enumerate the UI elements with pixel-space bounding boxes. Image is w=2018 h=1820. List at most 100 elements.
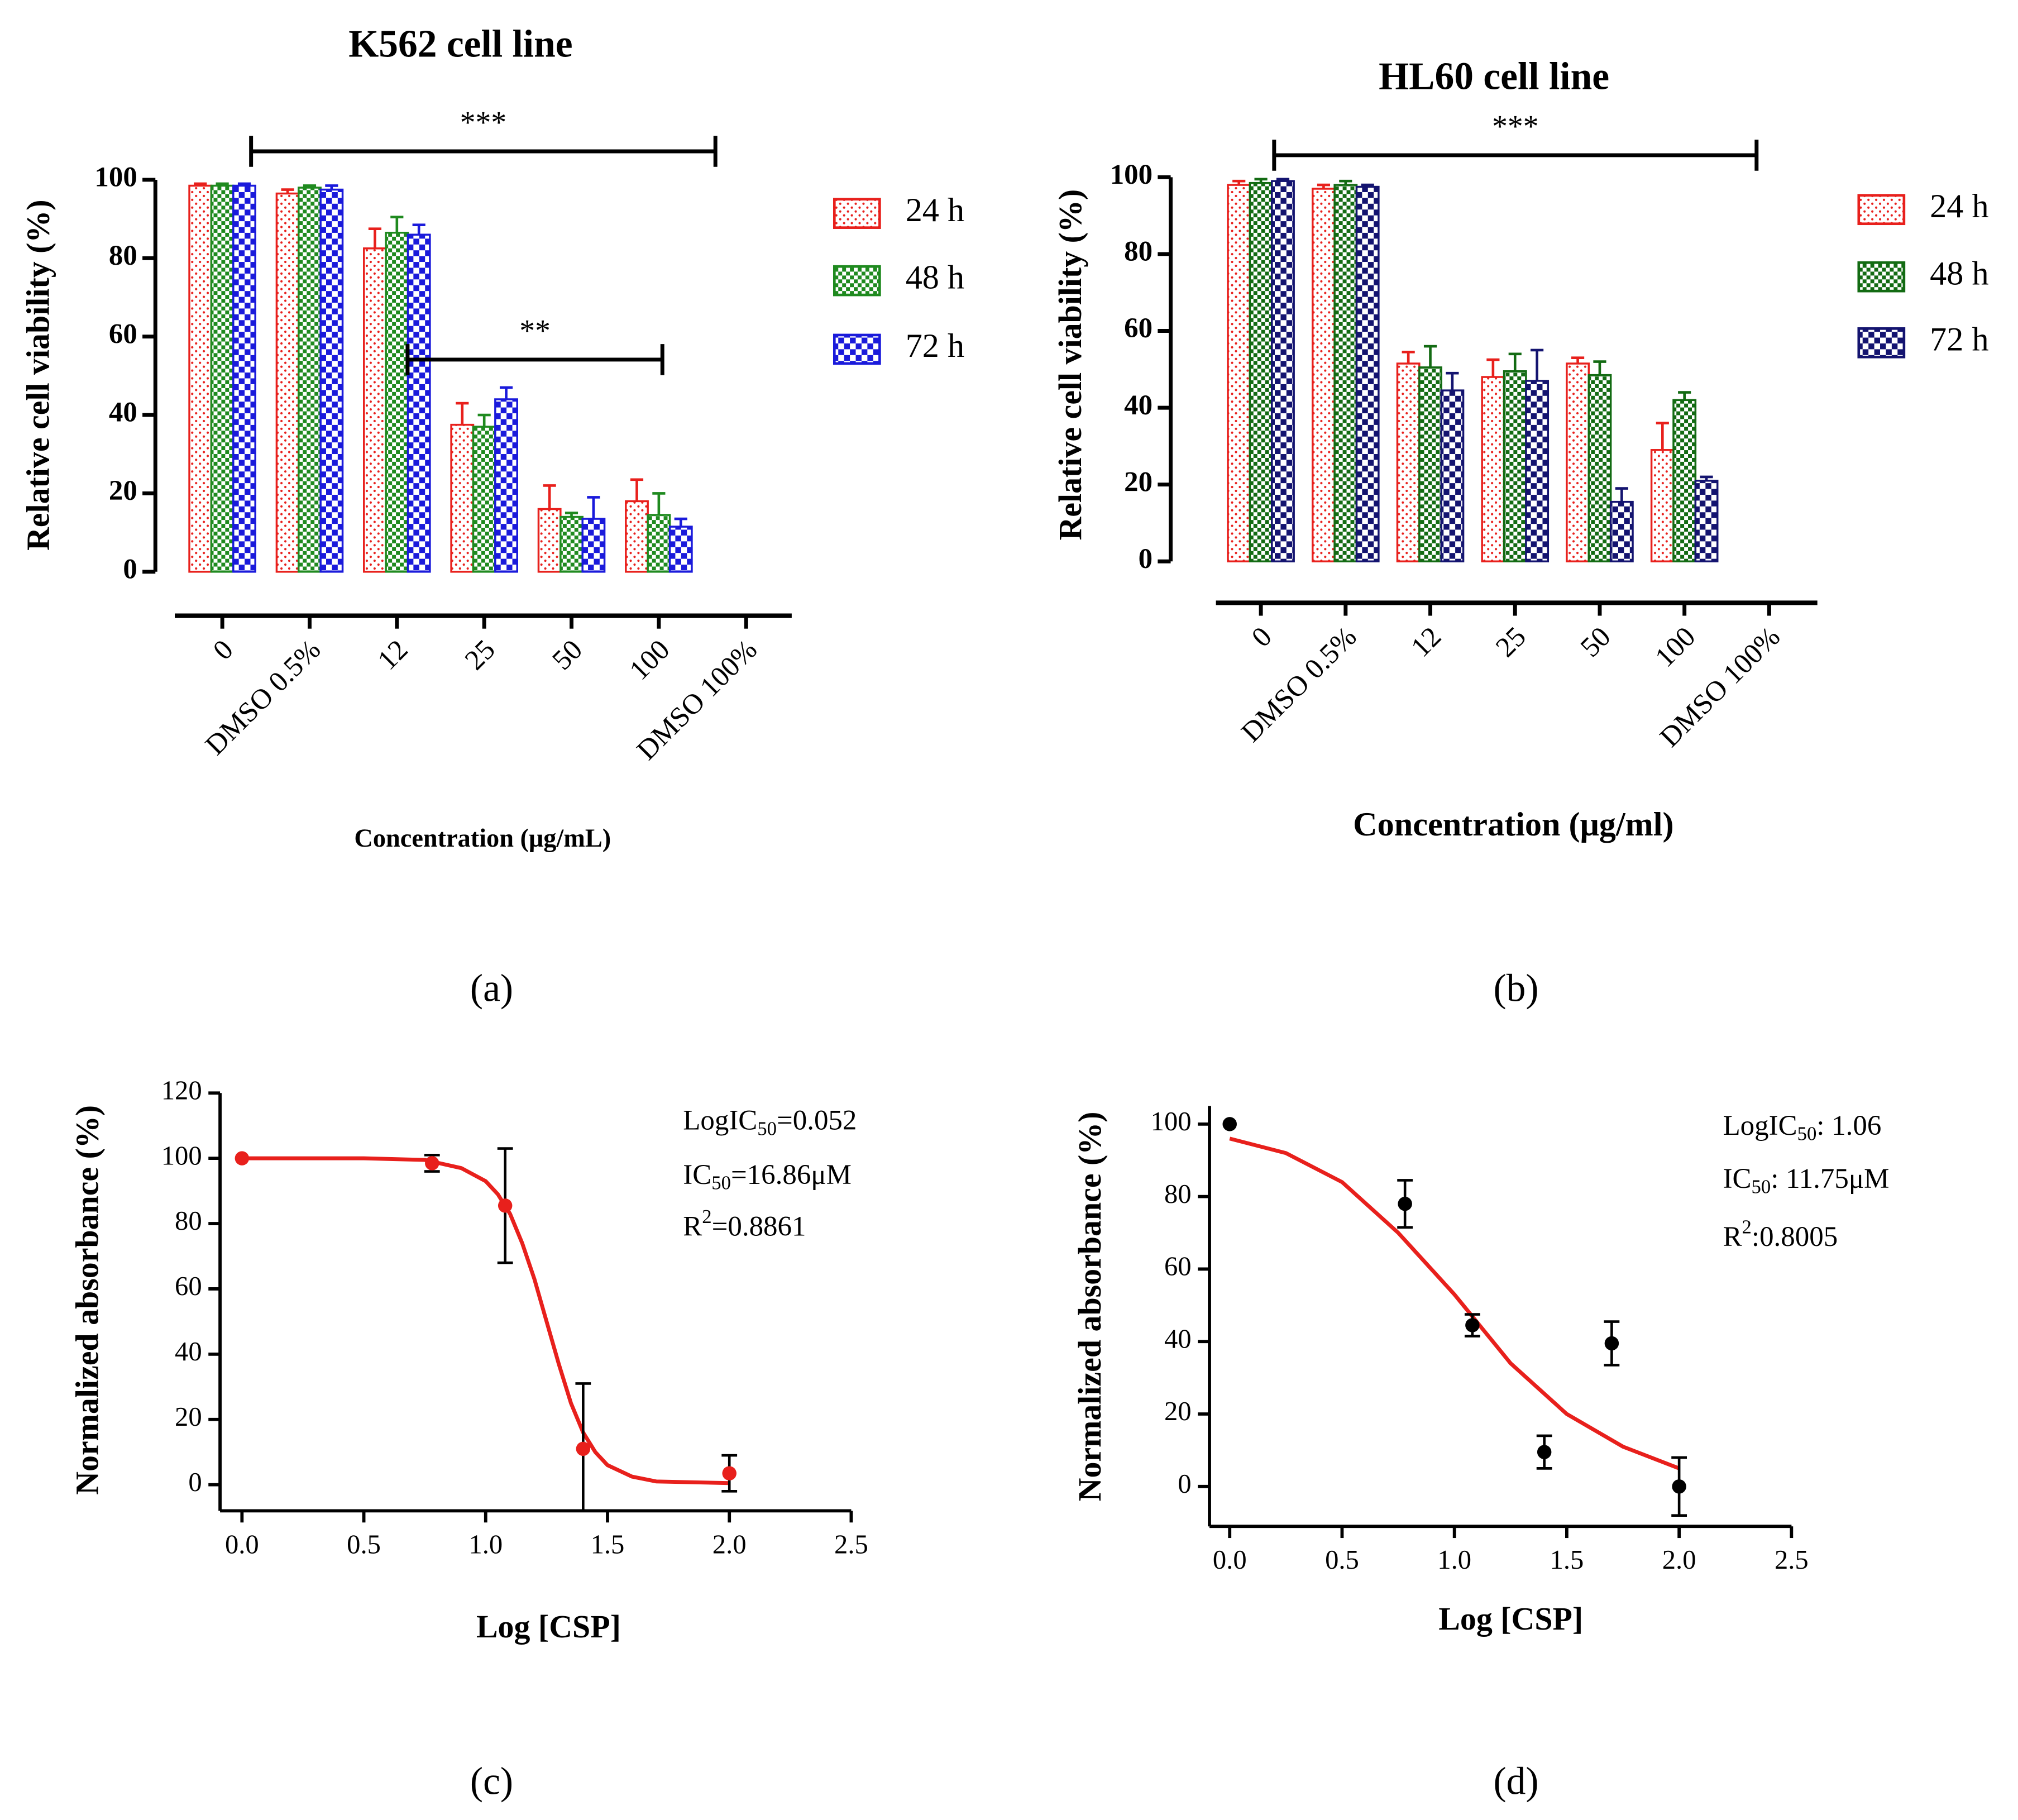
legend-label: 24 h bbox=[1930, 188, 1988, 225]
annotation-subscript: 50 bbox=[1797, 1123, 1817, 1145]
y-tick-label: 20 bbox=[1164, 1396, 1192, 1426]
x-tick-label: 50 bbox=[1575, 621, 1617, 663]
bar bbox=[1418, 366, 1442, 563]
x-tick-label: 100 bbox=[624, 634, 676, 686]
fit-annotation: IC50=16.86μM bbox=[683, 1159, 852, 1193]
x-tick-label: 0.0 bbox=[1213, 1545, 1247, 1575]
annotation-text: =0.052 bbox=[777, 1105, 857, 1136]
annotation-subscript: 50 bbox=[1752, 1176, 1771, 1198]
error-bar bbox=[1615, 487, 1628, 502]
x-tick-label: 2.5 bbox=[834, 1529, 868, 1559]
y-tick-label: 100 bbox=[94, 162, 137, 193]
bar bbox=[1333, 184, 1358, 563]
y-tick-label: 40 bbox=[175, 1336, 202, 1367]
fit-annotation: LogIC50: 1.06 bbox=[1723, 1110, 1882, 1144]
fit-annotation: IC50: 11.75μM bbox=[1723, 1163, 1890, 1197]
data-point bbox=[1537, 1445, 1552, 1459]
error-bar bbox=[237, 182, 251, 186]
x-tick-label: 1.0 bbox=[468, 1529, 503, 1559]
annotation-text: LogIC bbox=[1723, 1110, 1797, 1141]
error-bar bbox=[1361, 183, 1374, 187]
chart-title: HL60 cell line bbox=[1379, 55, 1609, 98]
x-tick-label: 25 bbox=[459, 634, 501, 676]
x-tick-label: 1.5 bbox=[1550, 1545, 1584, 1575]
data-point bbox=[1604, 1336, 1619, 1351]
error-bar bbox=[1700, 475, 1713, 481]
x-tick-label: 100 bbox=[1649, 621, 1702, 673]
error-bar bbox=[587, 496, 600, 519]
legend-label: 72 h bbox=[906, 327, 964, 365]
legend-swatch bbox=[1857, 261, 1906, 293]
panel-label: (a) bbox=[470, 967, 513, 1010]
x-tick-label: 2.0 bbox=[712, 1529, 747, 1559]
x-tick-label: 0 bbox=[1246, 621, 1278, 653]
data-point bbox=[1398, 1196, 1412, 1211]
annotation-subscript: 50 bbox=[757, 1117, 777, 1139]
significance-label: *** bbox=[460, 105, 506, 140]
fit-annotation: R2=0.8861 bbox=[683, 1206, 806, 1242]
x-axis-label: Log [CSP] bbox=[476, 1608, 621, 1645]
error-bar bbox=[1656, 422, 1669, 450]
bar bbox=[407, 233, 431, 573]
y-tick-label: 100 bbox=[1151, 1106, 1192, 1136]
bar bbox=[298, 187, 322, 573]
y-tick-label: 60 bbox=[1124, 313, 1153, 344]
x-tick-label: 0.0 bbox=[225, 1529, 259, 1559]
bar bbox=[275, 192, 300, 573]
error-bar bbox=[303, 184, 317, 188]
bar bbox=[1587, 374, 1612, 563]
annotation-text: =0.8861 bbox=[712, 1211, 806, 1242]
annotation-text: : 11.75μM bbox=[1771, 1163, 1889, 1194]
bar bbox=[1672, 399, 1697, 563]
error-bar bbox=[543, 484, 556, 509]
legend-swatch bbox=[1857, 327, 1906, 359]
annotation-superscript: 2 bbox=[1742, 1216, 1752, 1238]
error-bar bbox=[1276, 178, 1290, 181]
y-tick-label: 100 bbox=[161, 1140, 202, 1171]
error-bar bbox=[194, 182, 207, 186]
error-bar bbox=[1486, 358, 1500, 378]
fit-curve bbox=[1229, 1136, 1680, 1470]
bar bbox=[1440, 389, 1465, 563]
y-axis-label: Relative cell viability (%) bbox=[20, 199, 56, 551]
annotation-text: IC bbox=[1723, 1163, 1752, 1194]
data-point bbox=[1672, 1479, 1686, 1494]
y-tick-label: 20 bbox=[1124, 466, 1153, 498]
error-bar bbox=[412, 223, 425, 235]
y-axis-label: Relative cell viability (%) bbox=[1052, 189, 1088, 541]
error-bar bbox=[565, 512, 578, 517]
annotation-text: R bbox=[1723, 1221, 1742, 1253]
x-axis-label: Log [CSP] bbox=[1438, 1601, 1583, 1637]
y-tick-label: 120 bbox=[161, 1075, 202, 1105]
bar bbox=[647, 514, 671, 573]
x-tick-label: 1.5 bbox=[591, 1529, 625, 1559]
annotation-text: =16.86μM bbox=[731, 1159, 852, 1190]
y-tick-label: 0 bbox=[123, 553, 137, 585]
annotation-text: IC bbox=[683, 1159, 711, 1190]
significance-label: *** bbox=[1492, 109, 1538, 144]
error-bar bbox=[1571, 356, 1585, 364]
bar bbox=[1694, 480, 1719, 563]
error-bar bbox=[1254, 178, 1268, 183]
panel-label: (d) bbox=[1493, 1760, 1538, 1803]
bar bbox=[232, 184, 256, 573]
legend-swatch bbox=[1857, 194, 1906, 226]
bar bbox=[581, 518, 606, 573]
error-bar bbox=[281, 188, 294, 194]
data-point bbox=[498, 1198, 513, 1213]
y-tick-label: 80 bbox=[1164, 1179, 1192, 1209]
legend-swatch bbox=[833, 265, 881, 297]
legend-swatch bbox=[833, 333, 881, 365]
error-bar bbox=[368, 227, 382, 249]
x-tick-label: 0.5 bbox=[1325, 1545, 1359, 1575]
legend-swatch bbox=[833, 198, 881, 229]
data-point bbox=[235, 1151, 250, 1165]
bar bbox=[1609, 500, 1634, 563]
y-tick-label: 80 bbox=[109, 240, 137, 271]
error-bar bbox=[1531, 348, 1544, 381]
data-point bbox=[1465, 1318, 1480, 1332]
error-bar bbox=[1402, 351, 1415, 364]
bar bbox=[1312, 188, 1336, 563]
bar bbox=[1355, 185, 1380, 563]
